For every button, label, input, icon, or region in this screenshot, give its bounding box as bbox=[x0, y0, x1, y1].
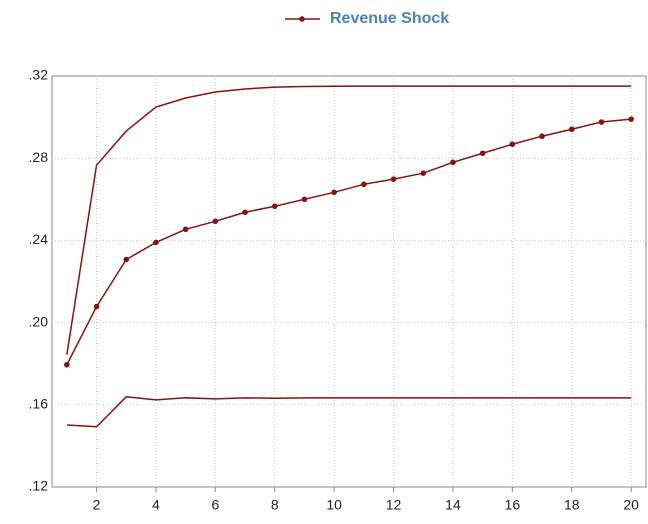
x-tick-label: 6 bbox=[211, 497, 219, 513]
y-tick-label: .12 bbox=[29, 478, 49, 494]
legend-text: Revenue Shock bbox=[330, 10, 449, 27]
plot-frame bbox=[51, 75, 647, 488]
point bbox=[242, 209, 248, 216]
x-tick-label: 16 bbox=[505, 497, 521, 513]
x-tick-label: 12 bbox=[386, 497, 402, 513]
point bbox=[271, 203, 278, 210]
point bbox=[331, 189, 337, 196]
legend-marker bbox=[299, 16, 305, 22]
x-tick-label: 2 bbox=[93, 497, 101, 513]
point bbox=[64, 361, 70, 368]
point bbox=[123, 256, 130, 263]
point bbox=[361, 181, 367, 188]
point bbox=[539, 133, 545, 140]
series-line bbox=[66, 118, 632, 366]
point bbox=[420, 170, 427, 177]
point bbox=[479, 150, 486, 157]
point bbox=[182, 226, 189, 233]
y-tick-label: .28 bbox=[29, 149, 49, 165]
point bbox=[301, 196, 308, 203]
point bbox=[598, 119, 605, 125]
point bbox=[390, 176, 397, 182]
x-tick-label: 18 bbox=[564, 497, 580, 513]
x-tick-label: 14 bbox=[445, 497, 461, 513]
x-tick-label: 4 bbox=[152, 497, 160, 513]
x-tick-label: 10 bbox=[326, 497, 342, 513]
y-tick-label: .24 bbox=[29, 231, 49, 247]
y-tick-label: .16 bbox=[29, 396, 49, 412]
series-line bbox=[66, 85, 632, 355]
point bbox=[212, 218, 219, 225]
y-tick-label: .32 bbox=[29, 67, 49, 83]
y-tick-label: .20 bbox=[29, 313, 49, 329]
x-tick-label: 20 bbox=[623, 497, 639, 513]
point bbox=[509, 141, 516, 148]
point bbox=[628, 116, 634, 122]
point bbox=[153, 239, 159, 246]
x-tick-label: 8 bbox=[271, 497, 279, 513]
point bbox=[568, 126, 575, 133]
point bbox=[450, 159, 456, 166]
point bbox=[93, 303, 100, 310]
series-line bbox=[66, 396, 632, 428]
